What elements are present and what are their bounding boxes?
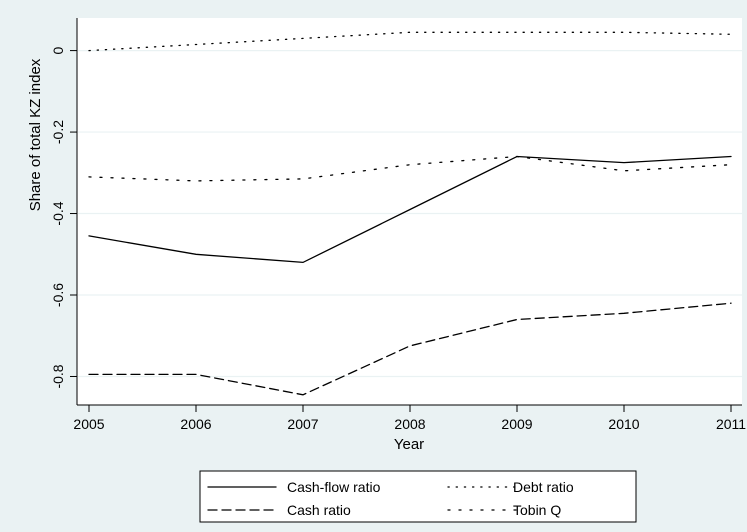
series-layer — [88, 31, 732, 396]
x-tick-label-0: 2005 — [73, 416, 104, 432]
x-axis-title: Year — [394, 436, 424, 453]
ticks: 0 -0.2 -0.4 -0.6 -0.8 2005 2006 2007 2008 2009 201… — [50, 46, 746, 432]
y-axis-title: Share of total KZ index — [27, 58, 44, 211]
series-line-1 — [88, 31, 732, 52]
y-tick-label-2: -0.4 — [50, 201, 66, 225]
legend-label-1: Debt ratio — [513, 479, 574, 495]
x-tick-label-3: 2008 — [394, 416, 425, 432]
series-line-2 — [88, 302, 732, 396]
y-tick-label-3: -0.6 — [50, 283, 66, 307]
legend-label-3: Tobin Q — [513, 502, 561, 518]
y-tick-label-4: -0.8 — [50, 364, 66, 388]
x-tick-label-4: 2009 — [501, 416, 532, 432]
legend-label-0: Cash-flow ratio — [287, 479, 381, 495]
legend-label-2: Cash ratio — [287, 502, 351, 518]
plot-area — [77, 18, 742, 405]
grid — [78, 49, 742, 378]
series-line-0 — [88, 155, 732, 264]
x-tick-label-1: 2006 — [180, 416, 211, 432]
x-tick-label-2: 2007 — [287, 416, 318, 432]
x-tick-label-6: 2011 — [716, 416, 746, 432]
x-tick-label-5: 2010 — [608, 416, 639, 432]
y-tick-label-1: -0.2 — [50, 120, 66, 144]
legend: Cash-flow ratio Debt ratio Cash ratio Tobin… — [199, 470, 637, 523]
legend-box — [199, 470, 637, 523]
y-tick-label-0: 0 — [50, 46, 66, 54]
